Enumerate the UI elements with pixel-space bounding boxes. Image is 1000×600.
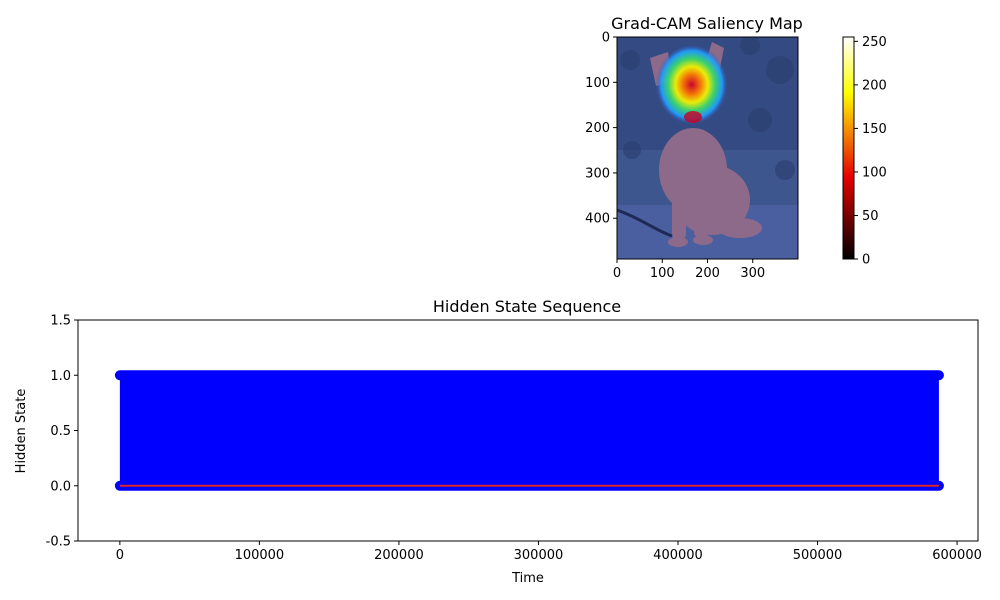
saliency-y-tick-label: 0 <box>602 31 610 46</box>
hidden-state-y-tick-label: -0.5 <box>46 535 71 550</box>
saliency-x-tick-label: 300 <box>740 266 765 281</box>
colorbar: 0 50 100 150 200 250 <box>842 35 887 268</box>
series-layer <box>114 370 944 491</box>
hidden-state-x-tick-label: 500000 <box>793 548 843 563</box>
saliency-y-tick-label: 200 <box>585 121 610 136</box>
saliency-image <box>617 37 798 259</box>
hidden-state-x-tick-label: 300000 <box>514 548 564 563</box>
hidden-state-y-tick-label: 0.5 <box>50 424 71 439</box>
colorbar-tick-label: 150 <box>862 122 887 137</box>
hidden-state-x-ticks: 0 100000 200000 300000 400000 500000 600000 <box>116 541 982 563</box>
y-axis-label: Hidden State <box>14 389 29 474</box>
saliency-y-tick-label: 400 <box>585 212 610 227</box>
hidden-state-y-ticks: -0.5 0.0 0.5 1.0 1.5 <box>46 314 78 550</box>
hidden-state-x-tick-label: 400000 <box>653 548 703 563</box>
hidden-state-y-tick-label: 1.5 <box>50 314 71 329</box>
saliency-y-tick-label: 100 <box>585 76 610 91</box>
colorbar-tick-label: 200 <box>862 78 887 93</box>
colorbar-tick-label: 0 <box>862 253 870 268</box>
hidden-state-x-tick-label: 200000 <box>374 548 424 563</box>
colorbar-tick-label: 250 <box>862 35 887 50</box>
hidden-state-y-tick-label: 0.0 <box>50 479 71 494</box>
colorbar-tick-label: 100 <box>862 165 887 180</box>
colorbar-gradient <box>842 36 855 260</box>
hidden-state-y-tick-label: 1.0 <box>50 369 71 384</box>
hidden-state-x-tick-label: 0 <box>116 548 124 563</box>
hidden-state-x-tick-label: 100000 <box>235 548 285 563</box>
hidden-state-panel: Hidden State Sequence 0 100000 200000 30000… <box>14 297 982 586</box>
colorbar-tick-label: 50 <box>862 209 879 224</box>
saliency-y-tick-label: 300 <box>585 166 610 181</box>
saliency-panel: Grad-CAM Saliency Map <box>585 14 803 281</box>
saliency-x-tick-label: 0 <box>613 266 621 281</box>
hidden-state-title: Hidden State Sequence <box>433 297 621 316</box>
saliency-x-tick-label: 100 <box>650 266 675 281</box>
saliency-x-ticks: 0 100 200 300 <box>613 259 765 281</box>
saliency-title: Grad-CAM Saliency Map <box>611 14 803 33</box>
saliency-y-ticks: 0 100 200 300 400 <box>585 31 617 227</box>
x-axis-label: Time <box>511 571 544 586</box>
series-blue-oscillation <box>119 375 939 486</box>
colorbar-ticks: 0 50 100 150 200 250 <box>854 35 887 268</box>
saliency-x-tick-label: 200 <box>695 266 720 281</box>
saliency-hotspot <box>655 44 728 125</box>
hidden-state-x-tick-label: 600000 <box>932 548 982 563</box>
